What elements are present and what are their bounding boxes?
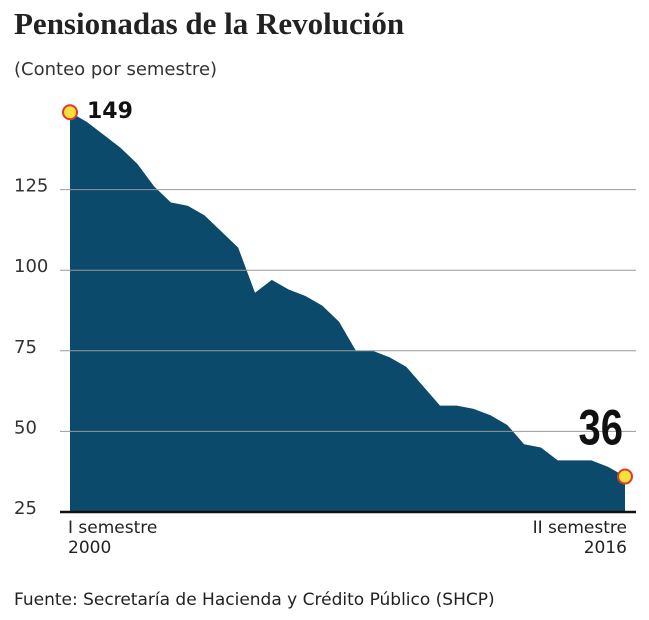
data-label: 149: [87, 99, 133, 124]
y-tick-label: 25: [14, 498, 37, 519]
chart-subtitle: (Conteo por semestre): [14, 59, 217, 80]
x-tick-label: I semestre 2000: [68, 518, 158, 558]
y-tick-label: 125: [14, 176, 48, 197]
area: [70, 112, 625, 512]
y-tick-label: 50: [14, 417, 37, 438]
x-tick-label: II semestre 2016: [532, 518, 627, 558]
chart-title: Pensionadas de la Revolución: [14, 6, 404, 41]
y-tick-label: 75: [14, 337, 37, 358]
point-marker: [62, 104, 78, 121]
data-label: 36: [579, 399, 623, 455]
source: Fuente: Secretaría de Hacienda y Crédito…: [14, 590, 495, 610]
y-tick-label: 100: [14, 256, 48, 277]
point-marker: [617, 468, 633, 485]
